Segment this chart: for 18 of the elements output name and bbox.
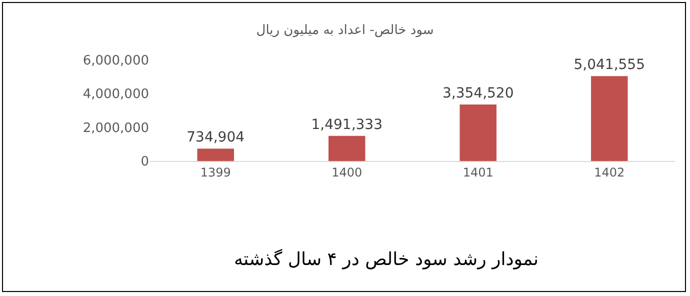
bar — [328, 136, 366, 161]
data-label: 1,491,333 — [311, 116, 383, 133]
x-tick-label: 1399 — [200, 165, 231, 180]
text: نمودار رشد سود خالص در ۴ سال گذشته — [234, 248, 538, 270]
x-tick-label: 1401 — [462, 165, 494, 180]
chart-title: سود خالص- اعداد به میلیون ریال — [256, 23, 434, 38]
y-tick-label: 0 — [140, 154, 149, 170]
y-tick-label: 6,000,000 — [82, 54, 149, 69]
data-label: 5,041,555 — [574, 57, 646, 74]
bar — [591, 76, 628, 161]
x-tick-label: 1402 — [594, 165, 625, 180]
y-tick-label: 2,000,000 — [82, 120, 149, 136]
bar — [197, 148, 234, 161]
data-label: 734,904 — [186, 130, 245, 146]
y-tick-label: 4,000,000 — [82, 87, 149, 102]
x-tick-label: 1400 — [332, 165, 362, 180]
bar — [460, 104, 496, 161]
data-label: 3,354,520 — [442, 86, 514, 102]
